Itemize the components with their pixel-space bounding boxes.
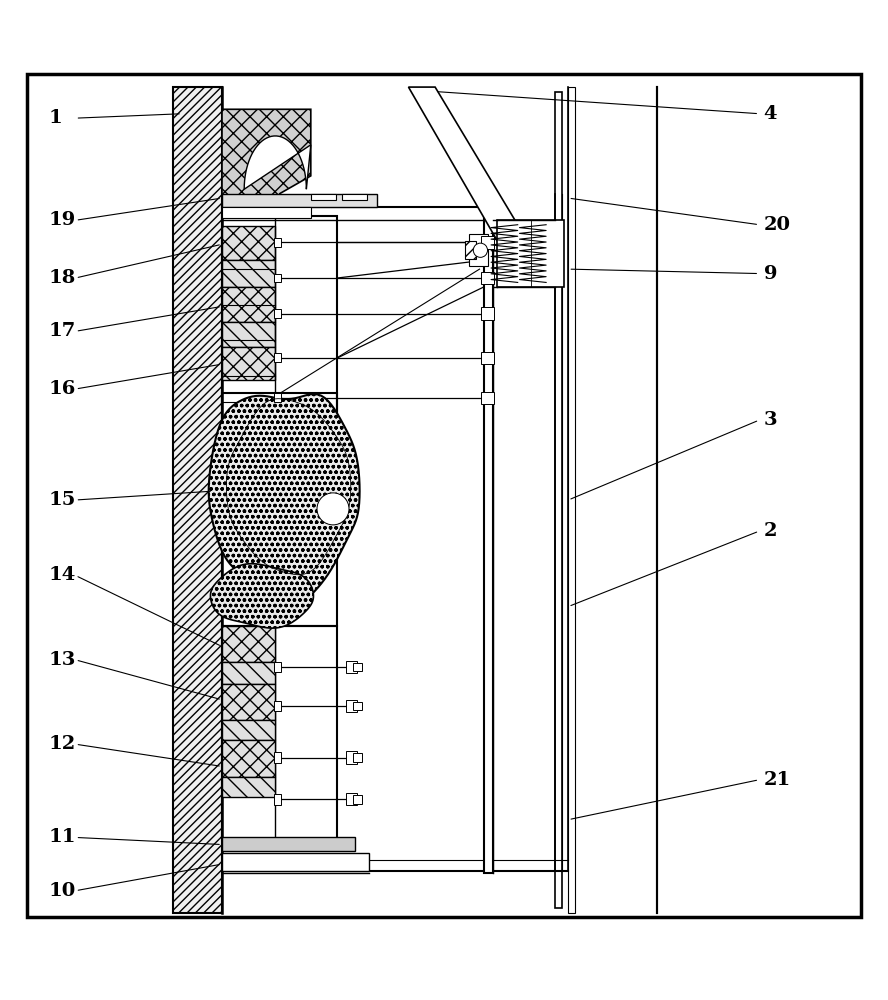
Text: 3: 3	[764, 411, 777, 429]
Text: 12: 12	[49, 735, 76, 753]
Text: 15: 15	[49, 491, 76, 509]
Polygon shape	[209, 394, 360, 612]
Bar	[342, 194, 367, 200]
Bar	[222, 347, 275, 380]
Bar	[346, 793, 357, 805]
Text: 10: 10	[49, 882, 76, 900]
Bar	[222, 837, 355, 851]
Bar	[222, 626, 275, 662]
Bar	[465, 241, 476, 259]
Text: 20: 20	[764, 216, 790, 234]
Bar	[469, 234, 488, 266]
Polygon shape	[222, 260, 275, 287]
Bar	[274, 353, 281, 362]
Bar	[353, 702, 362, 710]
Bar	[274, 752, 281, 763]
Polygon shape	[222, 720, 275, 740]
Bar	[274, 701, 281, 711]
Bar	[274, 794, 281, 805]
Bar	[481, 307, 494, 320]
Bar	[274, 393, 281, 402]
Bar	[222, 626, 337, 839]
Bar	[311, 194, 336, 200]
Bar	[481, 392, 494, 404]
Polygon shape	[222, 777, 275, 797]
Bar	[222, 287, 275, 322]
Text: 11: 11	[49, 828, 76, 846]
Text: 14: 14	[49, 566, 76, 584]
Bar	[222, 853, 369, 871]
Text: 1: 1	[49, 109, 62, 127]
Text: 9: 9	[764, 265, 777, 283]
Text: 18: 18	[49, 269, 76, 287]
Bar	[222, 393, 337, 626]
Bar	[222, 216, 337, 433]
Bar	[274, 274, 281, 282]
Bar	[346, 661, 357, 673]
Polygon shape	[244, 136, 311, 189]
Text: 16: 16	[49, 380, 76, 398]
Bar	[346, 700, 357, 712]
Bar	[222, 194, 377, 207]
Bar	[274, 662, 281, 672]
Bar	[481, 272, 494, 284]
Bar	[481, 352, 494, 364]
Polygon shape	[222, 662, 275, 684]
Text: 19: 19	[49, 211, 76, 229]
Bar	[173, 87, 222, 913]
Circle shape	[473, 243, 488, 257]
Bar	[353, 663, 362, 671]
Polygon shape	[222, 109, 311, 207]
Polygon shape	[222, 322, 275, 347]
Text: 2: 2	[764, 522, 777, 540]
Bar	[274, 238, 281, 247]
Bar	[568, 87, 575, 913]
Bar	[222, 226, 275, 260]
Bar	[274, 309, 281, 318]
Bar	[484, 194, 493, 873]
Bar	[555, 92, 562, 908]
Bar	[481, 236, 494, 249]
Polygon shape	[408, 87, 555, 287]
Bar	[353, 795, 362, 804]
Bar	[222, 684, 275, 720]
Text: 21: 21	[764, 771, 791, 789]
Text: 4: 4	[764, 105, 777, 123]
Polygon shape	[210, 564, 313, 628]
Bar	[346, 751, 357, 764]
Text: 13: 13	[49, 651, 76, 669]
Bar	[222, 207, 311, 218]
Bar	[353, 753, 362, 762]
Circle shape	[317, 493, 349, 525]
Bar	[497, 220, 564, 287]
Text: 17: 17	[49, 322, 76, 340]
Bar	[222, 740, 275, 777]
